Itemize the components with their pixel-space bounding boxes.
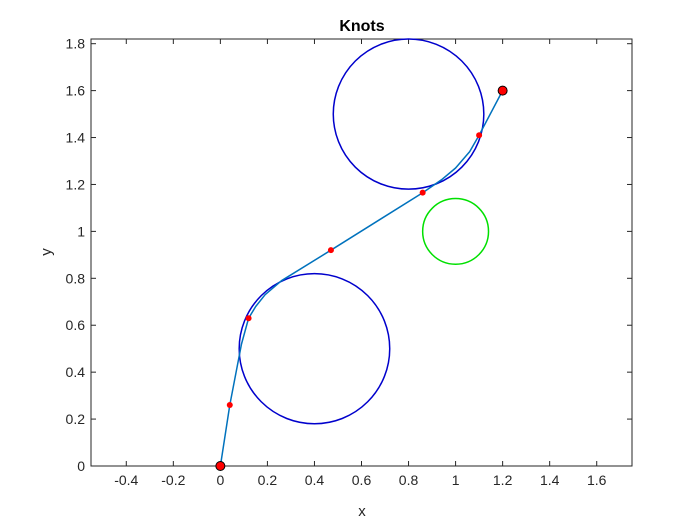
x-tick-label: -0.4 [114, 472, 138, 488]
knot-point [226, 402, 233, 408]
x-tick-label: 1.2 [493, 472, 513, 488]
y-tick-label: 1 [77, 223, 85, 239]
y-tick-label: 1.4 [66, 130, 86, 146]
y-tick-label: 0.4 [66, 364, 86, 380]
x-tick-label: 0.8 [399, 472, 419, 488]
x-tick-label: 1.6 [587, 472, 607, 488]
x-tick-label: -0.2 [161, 472, 185, 488]
x-tick-label: 0.6 [352, 472, 372, 488]
knot-point [245, 315, 252, 322]
y-tick-label: 0 [77, 458, 85, 474]
endpoint-marker [215, 461, 226, 471]
x-tick-label: 0 [216, 472, 224, 488]
y-tick-label: 0.6 [66, 317, 86, 333]
x-axis-label: x [358, 503, 366, 520]
obstacle-circle-2 [332, 38, 485, 190]
x-tick-label: 0.2 [258, 472, 278, 488]
y-tick-label: 1.2 [66, 176, 86, 192]
axes-box [90, 38, 633, 467]
x-tick-label: 1.4 [540, 472, 560, 488]
knot-point [327, 247, 334, 254]
y-tick-label: 0.2 [66, 411, 86, 427]
trajectory-line [219, 90, 504, 467]
y-tick-label: 1.8 [66, 36, 86, 52]
plot-layer: -0.4 -0.2 0 0.2 0.4 0.6 0.8 1 1.2 1.4 1.6 0 0.2 0.4 0.… [66, 36, 633, 488]
x-tick-label: 1 [452, 472, 460, 488]
y-tick-label: 0.8 [66, 270, 86, 286]
endpoint-marker [497, 85, 508, 96]
knot-point [419, 189, 426, 196]
x-tick-label: 0.4 [305, 472, 325, 488]
chart-title: Knots [339, 18, 384, 35]
obstacle-circle-1 [238, 272, 391, 425]
obstacle-circle-3 [421, 197, 490, 265]
knot-point [476, 132, 483, 139]
y-axis-label: y [38, 248, 55, 256]
y-tick-label: 1.6 [66, 83, 86, 99]
